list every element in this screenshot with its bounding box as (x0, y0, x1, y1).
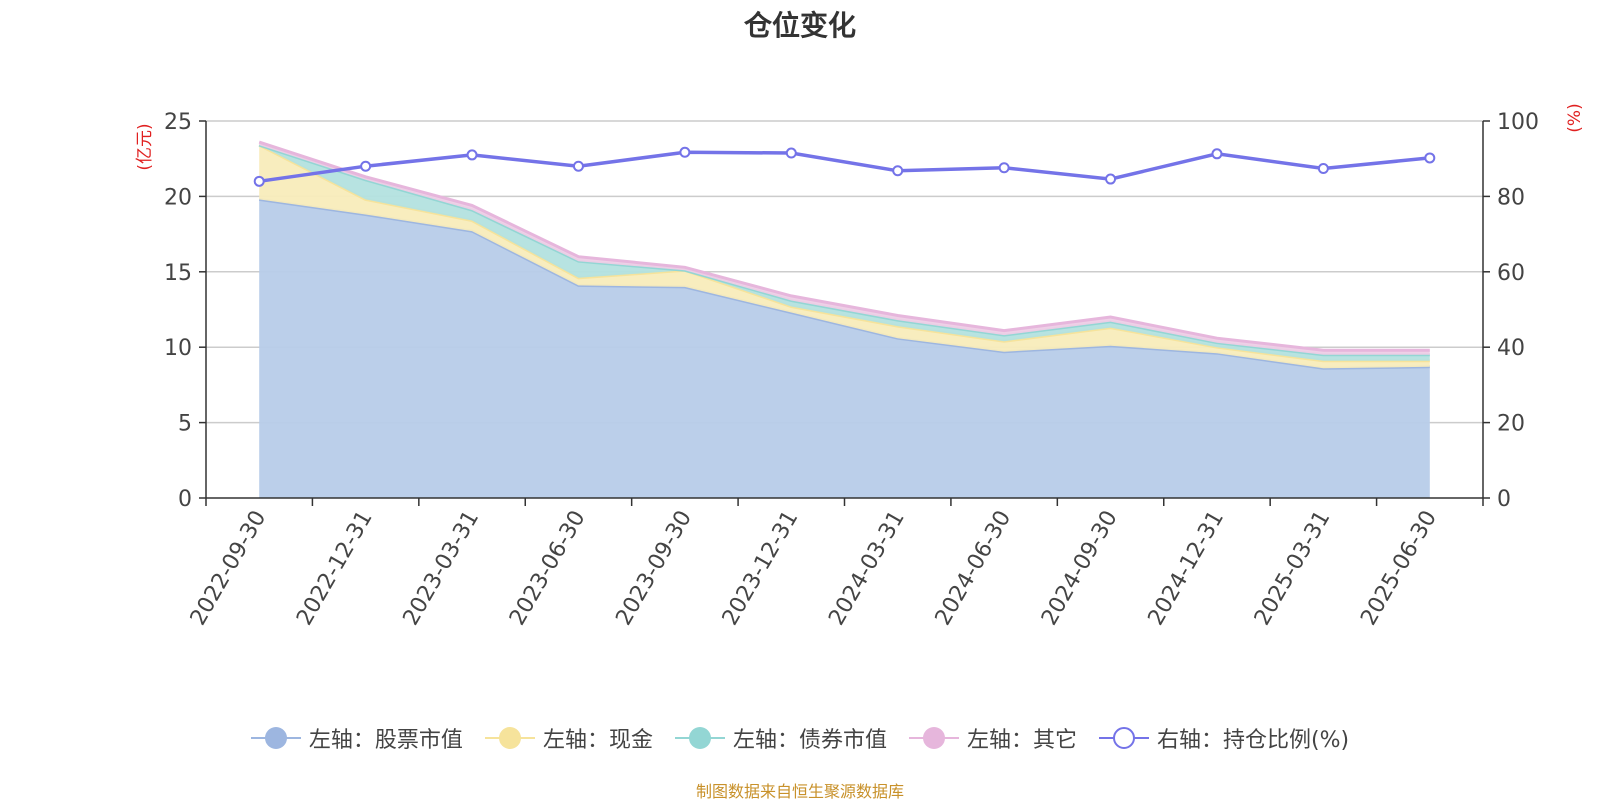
stacked-areas (258, 140, 1430, 498)
ratio-point (1211, 148, 1223, 160)
legend-item[interactable]: 左轴：现金 (484, 722, 653, 754)
x-tick-label: 2024-09-30 (1037, 507, 1123, 630)
left-tick-label: 10 (164, 336, 192, 361)
x-tick-label: 2025-06-30 (1356, 507, 1442, 630)
x-tick-label: 2023-03-31 (399, 506, 485, 629)
x-tick-label: 2024-12-31 (1144, 507, 1230, 630)
x-tick-label: 2022-12-31 (292, 507, 378, 630)
x-tick-label: 2022-09-30 (186, 507, 272, 630)
legend: 左轴：股票市值 左轴：现金 左轴：债券市值 左轴：其它 右轴：持仓比例(%) (0, 722, 1600, 754)
legend-item[interactable]: 左轴：其它 (908, 722, 1077, 754)
left-tick-label: 5 (178, 412, 192, 437)
source-note: 制图数据来自恒生聚源数据库 (695, 782, 904, 801)
right-axis-unit: (%) (1565, 103, 1585, 132)
legend-marker-icon (1098, 727, 1149, 749)
right-tick-label: 20 (1497, 412, 1525, 437)
ratio-line-path (258, 150, 1430, 184)
ratio-line (253, 146, 1436, 187)
x-tick-label: 2024-03-31 (824, 506, 910, 629)
area-1 (259, 145, 1430, 369)
ratio-point (1317, 163, 1329, 175)
x-tick-label: 2023-12-31 (718, 507, 804, 630)
ratio-point (1424, 152, 1436, 164)
ratio-point (253, 175, 265, 187)
area-0 (259, 199, 1430, 498)
position-change-chart: 0 5 10 15 20 25 0 20 40 60 80 100 2022-09-30 2022-12-… (135, 103, 1585, 630)
ratio-point (998, 162, 1010, 174)
legend-label: 左轴：现金 (542, 728, 653, 753)
ratio-point (785, 147, 797, 159)
chart-title: 仓位变化 (743, 9, 856, 42)
legend-label: 左轴：债券市值 (732, 728, 887, 753)
right-tick-label: 80 (1497, 185, 1525, 210)
right-tick-label: 60 (1497, 261, 1525, 286)
legend-label: 右轴：持仓比例(%) (1156, 728, 1350, 753)
ratio-point (466, 149, 478, 161)
right-tick-label: 40 (1497, 336, 1525, 361)
x-tick-label: 2023-09-30 (611, 507, 697, 630)
x-tick-label: 2024-06-30 (931, 507, 1017, 630)
legend-item[interactable]: 右轴：持仓比例(%) (1098, 722, 1350, 754)
legend-label: 左轴：股票市值 (308, 728, 463, 753)
left-tick-label: 0 (178, 487, 192, 512)
area-edge-3 (258, 140, 1430, 352)
legend-item[interactable]: 左轴：债券市值 (674, 722, 887, 754)
x-tick-label: 2023-06-30 (505, 507, 591, 630)
legend-marker-icon (484, 727, 535, 749)
legend-marker-icon (674, 727, 725, 749)
ratio-point (360, 160, 372, 172)
left-tick-label: 25 (164, 110, 192, 135)
legend-item[interactable]: 左轴：股票市值 (250, 722, 463, 754)
x-tick-label: 2025-03-31 (1250, 507, 1336, 630)
ratio-point (679, 146, 691, 158)
right-tick-label: 0 (1497, 487, 1511, 512)
left-axis-unit: (亿元) (135, 123, 155, 170)
right-tick-label: 100 (1497, 110, 1539, 135)
ratio-point (1105, 173, 1117, 185)
left-tick-label: 20 (164, 185, 192, 210)
legend-label: 左轴：其它 (966, 728, 1077, 753)
legend-marker-icon (250, 727, 301, 749)
ratio-point (892, 165, 904, 177)
left-tick-label: 15 (164, 261, 192, 286)
ratio-point (572, 160, 584, 172)
legend-marker-icon (908, 727, 959, 749)
